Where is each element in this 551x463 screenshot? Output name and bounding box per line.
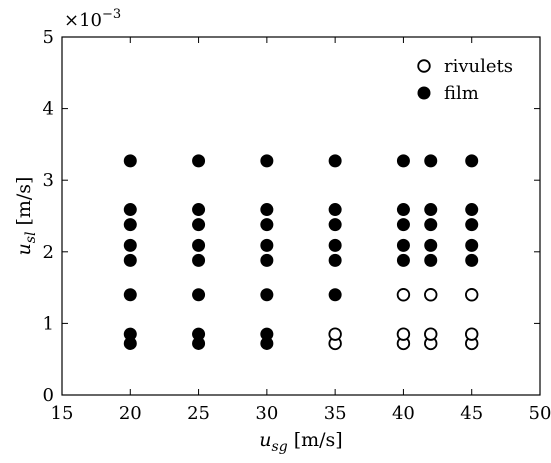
film-point [192,218,206,232]
film-point [123,327,137,341]
film-point [328,288,342,302]
legend-marker-rivulets [417,59,431,73]
film-point [192,203,206,217]
film-point [192,327,206,341]
x-tick-label: 25 [187,403,210,424]
film-point [260,203,274,217]
film-point [192,238,206,252]
legend-marker-film [417,86,431,100]
film-point [192,253,206,267]
y-tick-label: 0 [43,385,54,406]
film-point [260,327,274,341]
film-point [465,238,479,252]
rivulets-point [396,327,411,341]
rivulets-point [424,327,438,341]
film-point [424,203,438,217]
y-axis-multiplier: ×10−3 [64,7,121,31]
x-tick-label: 45 [460,403,483,424]
film-point [396,218,410,232]
x-tick-label: 40 [392,403,415,424]
film-point [123,238,137,252]
rivulets-point [396,288,411,302]
x-tick-label: 50 [529,403,551,424]
film-point [123,336,137,350]
plot-frame [61,36,541,396]
film-point [260,288,274,302]
x-tick-label: 15 [51,403,74,424]
film-point [424,218,438,232]
film-point [328,154,342,168]
x-tick-label: 20 [119,403,142,424]
film-point [260,238,274,252]
rivulets-point [328,327,342,341]
film-point [396,203,410,217]
film-point [260,253,274,267]
film-point [424,238,438,252]
film-point [192,288,206,302]
film-point [328,238,342,252]
legend: rivulets film [417,56,513,104]
y-tick-label: 5 [43,27,54,48]
film-point [123,288,137,302]
rivulets-point [465,327,479,341]
film-point [424,253,438,267]
film-point [396,253,410,267]
film-point [123,218,137,232]
y-tick-label: 4 [43,99,54,120]
film-point [328,203,342,217]
data-points [123,154,479,351]
film-point [260,218,274,232]
film-point [465,154,479,168]
film-point [328,253,342,267]
rivulets-point [424,288,438,302]
rivulets-point [465,288,479,302]
film-point [123,253,137,267]
y-tick-label: 2 [43,242,54,263]
film-point [465,253,479,267]
y-axis-label: usl[m/s] [13,177,39,256]
y-tick-label: 1 [43,313,54,334]
film-point [192,154,206,168]
film-point [260,154,274,168]
film-point [424,154,438,168]
x-axis-label: usg [m/s] [259,429,342,455]
film-point [396,238,410,252]
y-tick-label: 3 [43,170,54,191]
film-point [328,218,342,232]
legend-label-rivulets: rivulets [444,56,513,77]
film-point [260,336,274,350]
x-tick-label: 35 [324,403,347,424]
film-point [123,203,137,217]
film-point [123,154,137,168]
film-point [465,203,479,217]
film-point [396,154,410,168]
film-point [192,336,206,350]
film-point [465,218,479,232]
x-tick-label: 30 [255,403,278,424]
legend-label-film: film [444,83,479,104]
